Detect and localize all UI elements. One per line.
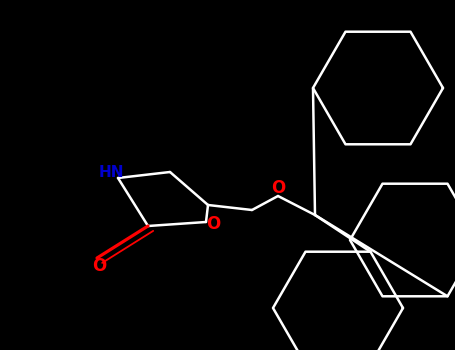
Text: O: O bbox=[271, 179, 285, 197]
Text: HN: HN bbox=[98, 165, 124, 180]
Text: O: O bbox=[206, 215, 220, 233]
Text: O: O bbox=[92, 257, 106, 275]
